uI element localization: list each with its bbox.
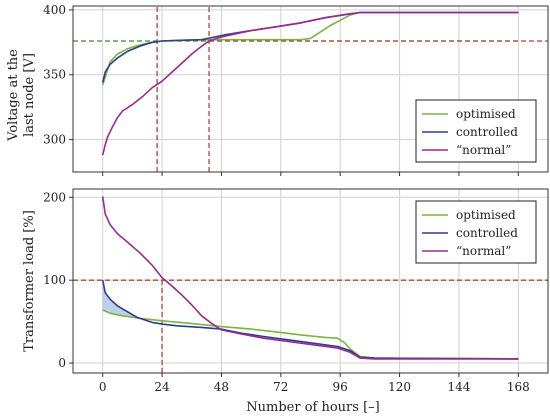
legend-label: controlled [456,125,518,139]
x-tick-label: 168 [507,380,530,394]
voltage-x-ticks [102,172,519,176]
legend-label: controlled [456,226,518,240]
voltage-y-ticks: 300 350 400 [43,3,73,147]
series-line [102,309,519,360]
legend-box [415,200,537,264]
load-x-ticks: 0 24 48 72 96 120 144 168 [99,373,530,394]
load-shaded-region [102,280,138,318]
y-tick-label: 350 [43,68,66,82]
legend-box [415,99,537,163]
voltage-panel: 300 350 400 Voltage at the last node [V] o… [6,3,549,176]
load-legend: optimised controlled “normal” [415,200,537,264]
y-tick-label: 200 [43,190,66,204]
voltage-reference-lines [73,6,548,172]
load-series [101,196,519,360]
voltage-plot-frame [72,5,549,173]
shaded-area [102,280,138,318]
voltage-y-axis-title-line-1: Voltage at the [6,49,21,142]
y-tick-label: 0 [58,356,66,370]
voltage-legend: optimised controlled “normal” [415,99,537,163]
series-line [101,11,519,156]
series-line [101,11,519,86]
x-tick-label: 144 [447,380,470,394]
y-tick-label: 100 [43,273,66,287]
x-tick-label: 0 [99,380,107,394]
x-tick-label: 72 [273,380,288,394]
y-tick-label: 300 [43,133,66,147]
series-line [101,280,519,360]
series-line [101,11,519,83]
legend-label: optimised [456,107,516,121]
load-reference-lines [73,279,548,373]
voltage-series [101,11,519,156]
series-line [101,196,519,360]
x-tick-label: 96 [333,380,348,394]
legend-label: “normal” [456,244,511,258]
x-tick-label: 24 [154,380,170,394]
x-tick-label: 48 [214,380,229,394]
load-panel: 0 100 200 0 24 48 72 96 120 144 168 Transformer l… [22,188,549,415]
load-y-ticks: 0 100 200 [43,190,73,370]
voltage-y-axis-title-line-2: last node [V] [22,53,37,137]
load-plot-frame [72,188,549,374]
x-tick-label: 120 [388,380,411,394]
x-axis-title: Number of hours [–] [246,400,379,415]
legend-label: “normal” [456,143,511,157]
y-tick-label: 400 [43,3,66,17]
legend-label: optimised [456,208,516,222]
load-y-axis-title: Transformer load [%] [22,210,37,352]
